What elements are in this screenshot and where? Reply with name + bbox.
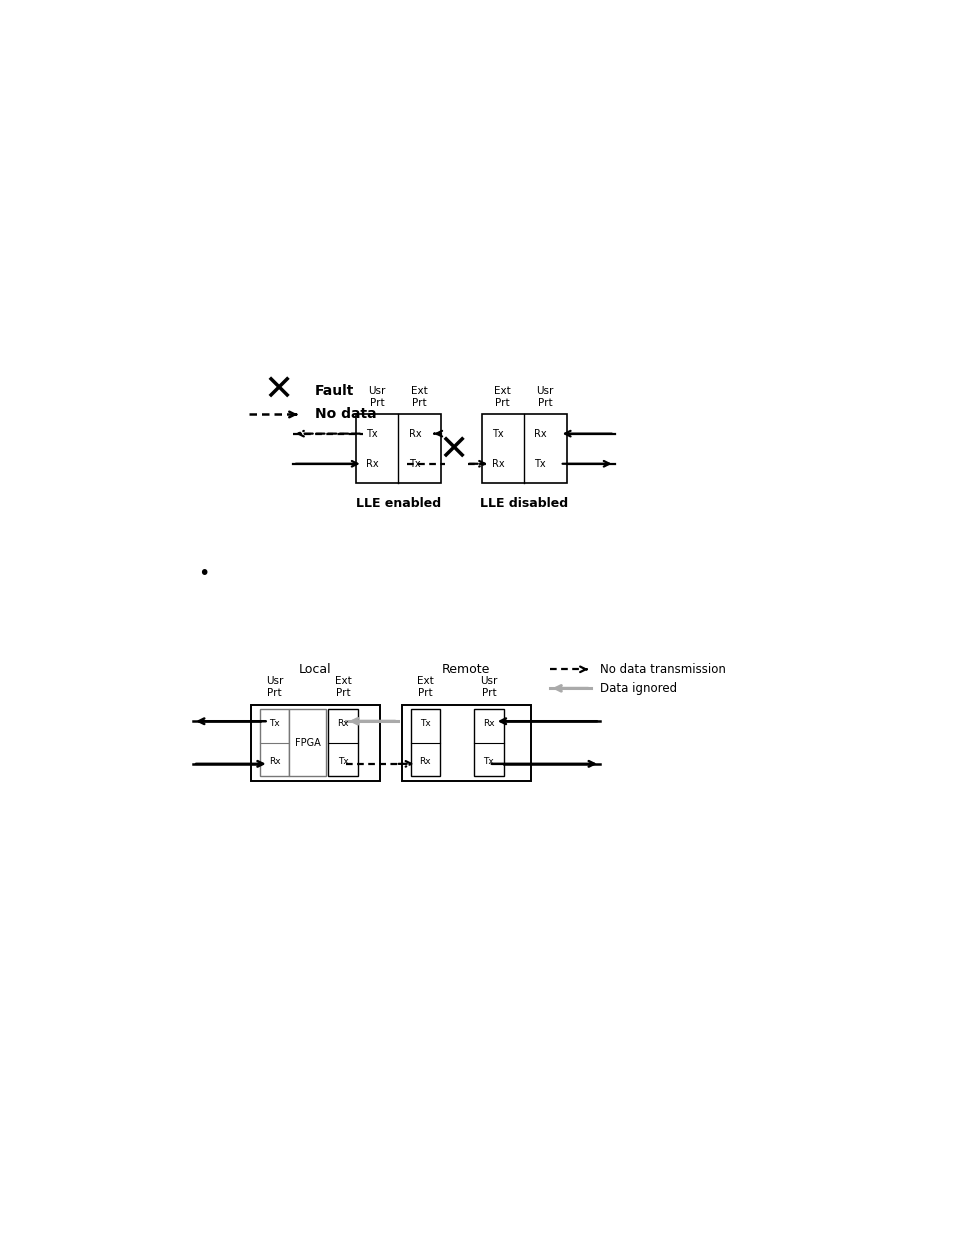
- Text: Tx: Tx: [408, 458, 419, 469]
- Text: Ext
Prt: Ext Prt: [416, 677, 434, 698]
- Text: Rx: Rx: [269, 757, 280, 766]
- Text: Usr
Prt: Usr Prt: [479, 677, 497, 698]
- Text: FPGA: FPGA: [294, 737, 320, 747]
- Text: LLE enabled: LLE enabled: [355, 498, 440, 510]
- Text: Rx: Rx: [419, 757, 431, 766]
- Bar: [401, 704, 531, 781]
- Text: Tx: Tx: [269, 720, 279, 729]
- Text: Fault: Fault: [314, 384, 355, 398]
- Text: No data transmission: No data transmission: [599, 663, 725, 676]
- Text: ✕: ✕: [263, 374, 293, 408]
- Text: Rx: Rx: [491, 458, 504, 469]
- Text: Rx: Rx: [337, 720, 349, 729]
- Text: Usr
Prt: Usr Prt: [368, 387, 385, 408]
- Text: Ext
Prt: Ext Prt: [411, 387, 428, 408]
- Text: Tx: Tx: [491, 429, 503, 438]
- Bar: [259, 709, 289, 776]
- Text: Tx: Tx: [534, 458, 545, 469]
- Text: LLE disabled: LLE disabled: [479, 498, 567, 510]
- Text: Ext
Prt: Ext Prt: [494, 387, 511, 408]
- Bar: [474, 709, 503, 776]
- Text: •: •: [198, 563, 210, 583]
- Text: Data ignored: Data ignored: [599, 682, 677, 695]
- Text: Ext
Prt: Ext Prt: [335, 677, 352, 698]
- Text: Usr
Prt: Usr Prt: [536, 387, 554, 408]
- Text: Rx: Rx: [408, 429, 420, 438]
- Bar: [251, 704, 380, 781]
- Text: ✕: ✕: [437, 433, 468, 468]
- Text: Rx: Rx: [534, 429, 546, 438]
- Text: Local: Local: [299, 663, 332, 676]
- Text: Rx: Rx: [366, 458, 378, 469]
- Text: Usr
Prt: Usr Prt: [266, 677, 283, 698]
- Bar: [481, 415, 566, 483]
- Text: Rx: Rx: [482, 720, 495, 729]
- Text: Tx: Tx: [366, 429, 377, 438]
- Bar: [410, 709, 439, 776]
- Bar: [355, 415, 440, 483]
- Text: No data: No data: [314, 408, 376, 421]
- Text: Remote: Remote: [442, 663, 490, 676]
- Bar: [289, 709, 326, 776]
- Text: Tx: Tx: [419, 720, 430, 729]
- Text: Tx: Tx: [337, 757, 348, 766]
- Text: Tx: Tx: [483, 757, 494, 766]
- Bar: [328, 709, 357, 776]
